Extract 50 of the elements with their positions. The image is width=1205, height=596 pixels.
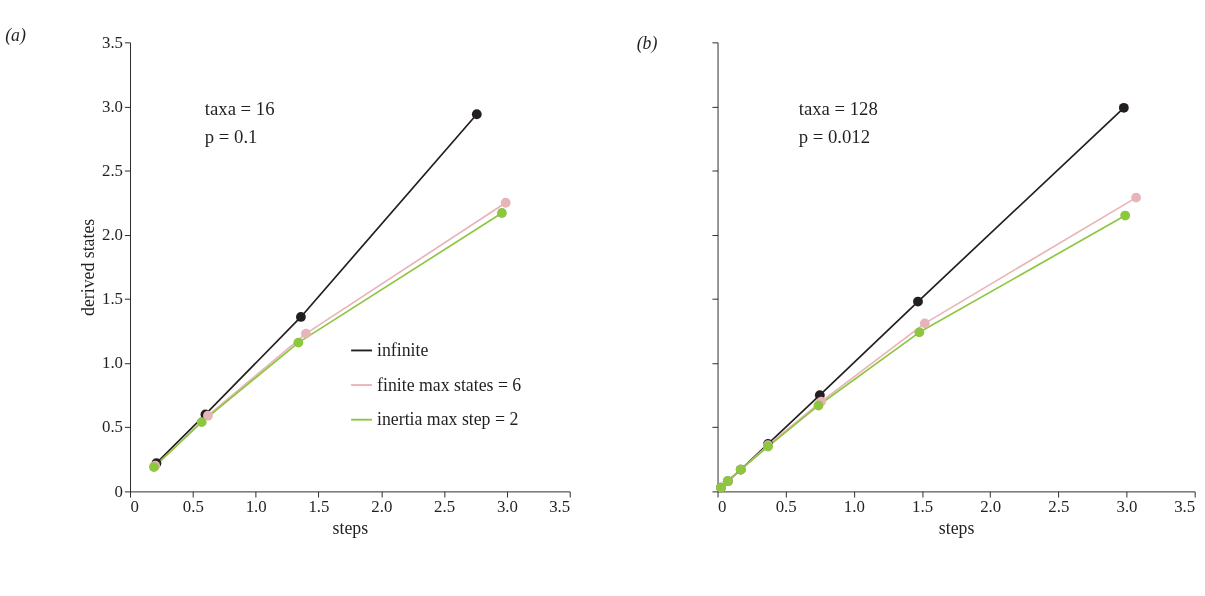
x-tick-label: 2.5 xyxy=(434,497,456,517)
legend-label: inertia max step = 2 xyxy=(377,409,519,430)
y-tick-label: 0 xyxy=(114,481,124,501)
point xyxy=(1118,102,1129,113)
point xyxy=(1120,210,1131,221)
y-tick-label: 0.5 xyxy=(101,417,124,437)
legend-label: infinite xyxy=(377,340,429,361)
x-tick-label: 0 xyxy=(718,497,727,517)
y-tick-label: 1.0 xyxy=(101,353,124,373)
x-tick-label: 3.5 xyxy=(549,497,571,517)
point xyxy=(813,400,824,411)
point xyxy=(1131,192,1141,203)
point xyxy=(301,328,311,339)
y-tick-label: 2.5 xyxy=(101,160,124,180)
point xyxy=(471,109,482,120)
x-tick-label: 0.5 xyxy=(182,497,204,517)
x-tick-label: 1.0 xyxy=(843,497,865,517)
point xyxy=(500,197,511,208)
y-tick-label: 3.0 xyxy=(101,96,124,116)
x-axis-title: steps xyxy=(938,518,975,538)
annotation: taxa = 128 xyxy=(798,98,878,120)
chart-title: (b) xyxy=(636,33,658,55)
legend-label: finite max states = 6 xyxy=(377,374,522,395)
point xyxy=(913,296,923,307)
annotation: taxa = 16 xyxy=(204,98,275,120)
x-tick-label: 3.0 xyxy=(496,497,518,517)
x-tick-label: 2.0 xyxy=(371,497,393,517)
x-tick-label: 1.5 xyxy=(308,497,330,517)
y-tick-label: 2.0 xyxy=(101,224,124,244)
x-tick-label: 2.5 xyxy=(1048,497,1070,517)
y-tick-label: 1.5 xyxy=(101,289,124,309)
point xyxy=(296,312,306,322)
point xyxy=(497,208,507,218)
point xyxy=(293,337,304,348)
chart-title: (a) xyxy=(5,25,26,47)
x-tick-label: 3.0 xyxy=(1116,497,1138,517)
point xyxy=(919,318,930,329)
x-tick-label: 0 xyxy=(130,497,139,517)
annotation: p = 0.1 xyxy=(204,126,258,148)
x-tick-label: 0.5 xyxy=(775,497,797,517)
y-tick-label: 3.5 xyxy=(101,32,124,52)
x-tick-label: 2.0 xyxy=(980,497,1002,517)
annotation: p = 0.012 xyxy=(798,126,871,148)
y-axis-title: derived states xyxy=(78,218,99,316)
point xyxy=(196,417,207,428)
x-tick-label: 3.5 xyxy=(1174,497,1196,517)
point xyxy=(914,327,925,338)
x-tick-label: 1.5 xyxy=(912,497,934,517)
x-axis-title: steps xyxy=(332,518,369,538)
x-tick-label: 1.0 xyxy=(245,497,267,517)
